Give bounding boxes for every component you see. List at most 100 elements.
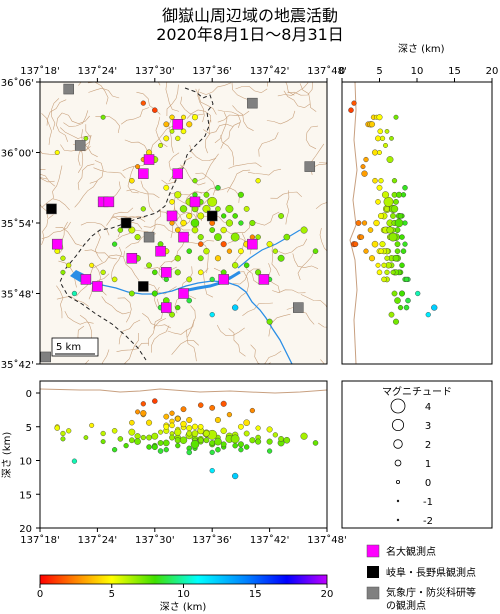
contour-line xyxy=(232,268,261,285)
contour-line xyxy=(94,230,103,263)
colorbar-tick-label: 0 xyxy=(37,589,43,600)
contour-line xyxy=(220,122,241,149)
contour-line xyxy=(155,116,168,148)
contour-line xyxy=(268,313,291,337)
quake-epicenter xyxy=(283,233,291,241)
quake-epicenter xyxy=(163,135,170,142)
contour-line xyxy=(106,207,134,226)
magnitude-legend-circle xyxy=(394,459,402,467)
station-marker xyxy=(143,231,155,243)
quake-depth-lat xyxy=(383,142,388,148)
quake-epicenter xyxy=(278,213,284,219)
quake-depth-lon xyxy=(163,447,169,453)
quake-epicenter xyxy=(175,304,181,311)
contour-line xyxy=(74,180,98,208)
quake-depth-lon xyxy=(163,423,170,430)
quake-epicenter xyxy=(220,241,227,248)
quake-epicenter xyxy=(225,204,234,213)
quake-depth-lat xyxy=(381,276,387,283)
magnitude-legend-value: -1 xyxy=(423,497,433,508)
map-lat-tick-label: 36˚06' xyxy=(1,77,34,89)
map-lon-tick-label: 137˚18' xyxy=(20,65,60,77)
right-panel-axes: 0 5 10 15 20 xyxy=(339,66,498,82)
station-marker xyxy=(92,281,103,292)
quake-depth-lon xyxy=(238,423,244,430)
station-marker xyxy=(189,196,201,208)
station-marker xyxy=(80,274,92,285)
right-topo-profile xyxy=(349,81,358,365)
quake-depth-lat xyxy=(352,241,359,247)
contour-line xyxy=(111,246,123,279)
contour-line xyxy=(148,318,167,346)
contour-line xyxy=(216,324,245,336)
quake-epicenter xyxy=(197,269,204,276)
quake-depth-lon xyxy=(278,436,284,442)
contour-line xyxy=(56,285,64,319)
quake-depth-lat xyxy=(378,178,384,184)
contour-line xyxy=(127,165,139,194)
station-marker xyxy=(206,210,218,222)
right-depth-tick-label: 0 xyxy=(339,66,345,77)
station-marker xyxy=(304,161,316,172)
quake-epicenter xyxy=(192,178,198,184)
quake-depth-lon xyxy=(135,409,141,415)
station-marker xyxy=(40,351,51,363)
quake-epicenter xyxy=(174,269,181,276)
quake-epicenter xyxy=(220,226,227,234)
quake-depth-lon xyxy=(186,425,193,432)
quake-depth-lon xyxy=(209,449,215,456)
quake-depth-lat xyxy=(386,226,394,234)
quake-epicenter xyxy=(89,262,95,268)
magnitude-legend-value: 4 xyxy=(425,402,431,413)
map-lon-tick-label: 137˚30' xyxy=(135,65,175,77)
quake-depth-lat xyxy=(376,114,383,121)
quake-depth-lon xyxy=(83,435,89,440)
station-marker xyxy=(155,245,166,257)
contour-line xyxy=(41,221,71,239)
quake-depth-lon xyxy=(179,436,188,444)
quake-depth-lat xyxy=(375,135,381,142)
contour-line xyxy=(51,98,60,130)
quake-epicenter xyxy=(209,312,215,318)
magnitude-legend-box xyxy=(341,380,493,529)
quake-depth-lat xyxy=(403,276,410,283)
quake-depth-lon xyxy=(129,419,135,426)
quake-depth-lon xyxy=(197,424,204,430)
contour-line xyxy=(151,325,170,353)
quake-epicenter xyxy=(243,206,250,212)
contour-line xyxy=(116,342,149,352)
contour-line xyxy=(118,319,141,345)
contour-line xyxy=(123,250,140,281)
quake-epicenter xyxy=(237,191,244,198)
quake-epicenter xyxy=(230,232,240,242)
quake-depth-lon xyxy=(186,416,193,424)
quake-depth-lat xyxy=(402,185,408,191)
prefecture-boundary xyxy=(59,87,214,361)
station-legend-label-gifu-nagano: 岐阜・長野県観測点 xyxy=(386,566,476,579)
quake-depth-lon xyxy=(255,425,261,431)
quake-depth-lat xyxy=(389,136,394,141)
station-marker xyxy=(74,140,86,151)
quake-depth-lon xyxy=(169,410,175,416)
station-marker xyxy=(293,302,304,313)
quake-epicenter xyxy=(186,248,192,254)
quake-epicenter xyxy=(169,311,175,318)
contour-line xyxy=(93,167,126,179)
quake-depth-lon xyxy=(312,440,319,446)
quake-epicenter xyxy=(191,114,198,121)
map-panel: 5 km 137˚18' 137˚24' 137˚30' 137˚36' 137˚42'… xyxy=(1,65,347,371)
seismic-stations xyxy=(40,83,316,363)
quake-depth-lon xyxy=(186,430,193,437)
contour-line xyxy=(143,266,177,272)
right-depth-tick-label: 10 xyxy=(411,66,424,77)
quake-epicenter xyxy=(249,234,255,240)
quake-epicenter xyxy=(112,241,118,247)
contour-line xyxy=(271,243,280,276)
quake-depth-lon xyxy=(203,430,210,437)
contour-line xyxy=(186,109,212,123)
quake-depth-lon xyxy=(175,415,181,422)
contour-line xyxy=(319,228,327,252)
colorbar-tick-label: 5 xyxy=(109,589,115,600)
contour-line xyxy=(153,298,164,329)
